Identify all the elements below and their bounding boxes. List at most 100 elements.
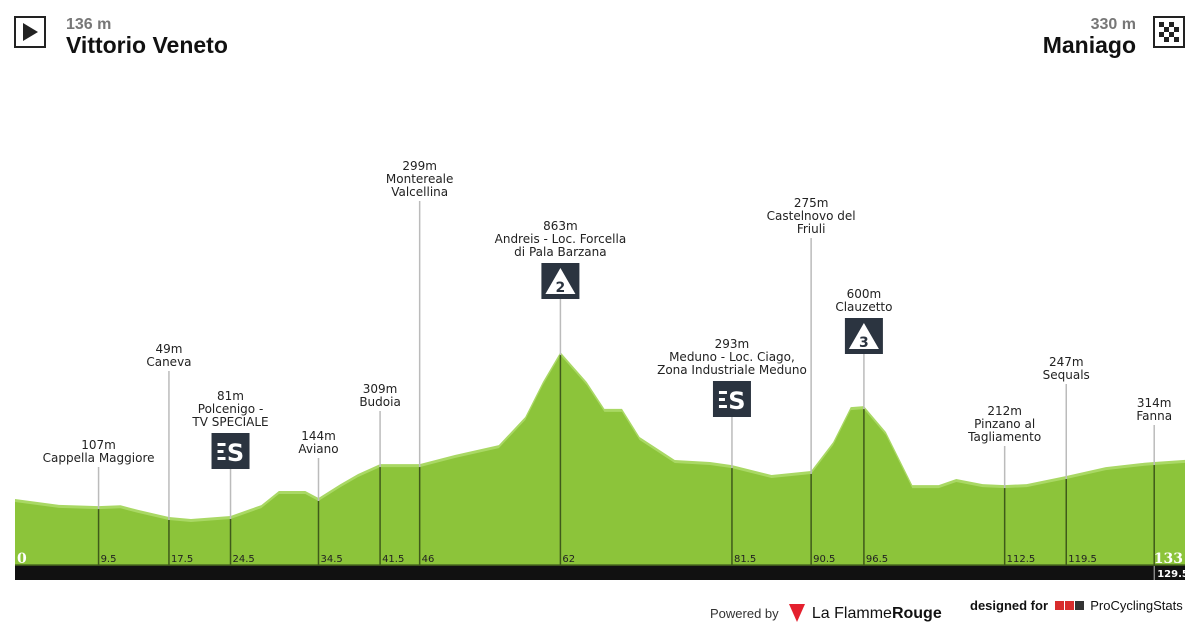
category-number: 3 [859,335,869,351]
marker-name: Pinzano al [974,417,1035,431]
marker-elevation: 247m [1049,355,1084,369]
axis-bar [15,565,1185,580]
flamme-rouge-logo-icon [789,604,806,622]
km-label: 62 [562,554,575,565]
start-city: Vittorio Veneto [66,32,228,58]
km-label: 96.5 [866,554,888,565]
designed-for: designed for ProCyclingStats [970,598,1183,613]
marker-name: Meduno - Loc. Ciago, [669,350,795,364]
sprint-stripe [217,443,226,446]
powered-by-label: Powered by [710,606,779,621]
km-label: 119.5 [1068,554,1097,565]
designed-for-label: designed for [970,598,1049,613]
marker-elevation: 293m [715,337,750,351]
marker-elevation: 144m [301,429,336,443]
km-label: 17.5 [171,554,193,565]
checker-square [1169,22,1174,27]
marker-name: Montereale [386,172,454,186]
marker-name: Polcenigo - [198,402,264,416]
finish-km-label: 133 [1154,551,1183,567]
sprint-letter: S [227,439,244,467]
km-label: 112.5 [1007,554,1036,565]
marker-elevation: 81m [217,389,244,403]
marker-elevation: 275m [794,196,829,210]
finish-info: 330 m Maniago [1043,16,1136,59]
km-label: 81.5 [734,554,756,565]
play-icon [23,23,38,41]
marker-elevation: 600m [847,287,882,301]
sprint-stripe [718,398,725,401]
checker-square [1159,22,1164,27]
km-label: 90.5 [813,554,835,565]
marker-name: Aviano [298,442,338,456]
elevation-profile [15,355,1185,565]
remaining-km-label: 129.5 [1157,569,1189,580]
sprint-letter: S [728,387,745,415]
marker-name: Valcellina [391,185,448,199]
start-flag [14,16,46,48]
marker-name: Fanna [1136,409,1172,423]
marker-name: Clauzetto [835,300,892,314]
marker-elevation: 212m [987,404,1022,418]
marker-elevation: 309m [363,382,398,396]
mountain-triangle [848,323,879,349]
marker-name: TV SPECIALE [191,415,268,429]
finish-altitude: 330 m [1090,16,1136,33]
marker-name: Caneva [146,355,191,369]
pcs-logo-icon [1054,598,1084,613]
marker-name: di Pala Barzana [514,245,606,259]
km-label: 34.5 [320,554,342,565]
marker-name: Budoia [359,395,400,409]
marker-name: Tagliamento [967,430,1041,444]
km-label: 24.5 [233,554,255,565]
lfr-text: La Flamme [811,605,892,622]
finish-city: Maniago [1042,32,1136,58]
marker-name: Friuli [797,222,826,236]
checker-square [1174,27,1179,32]
checker-square [1169,32,1174,37]
pcs-text: ProCyclingStats [1090,598,1183,613]
km-label: 46 [422,554,435,565]
marker-name: Zona Industriale Meduno [657,363,807,377]
checker-square [1164,37,1169,42]
category-number: 2 [556,280,566,296]
mountain-triangle [545,268,576,294]
checker-square [1159,32,1164,37]
sprint-stripe [217,457,226,460]
km-label: 41.5 [382,554,404,565]
marker-name: Sequals [1043,368,1090,382]
marker-elevation: 314m [1137,396,1172,410]
marker-name: Andreis - Loc. Forcella [495,232,627,246]
sprint-stripe [217,450,224,453]
marker-elevation: 863m [543,219,578,233]
lfr-bold-text: Rouge [891,605,942,622]
powered-by: Powered by La FlammeRouge [710,598,942,623]
checker-square [1164,27,1169,32]
start-info: 136 m Vittorio Veneto [66,16,228,59]
sprint-stripe [718,405,727,408]
marker-elevation: 107m [81,438,116,452]
checkered-flag-icon [1159,22,1179,42]
marker-name: Cappella Maggiore [43,451,155,465]
marker-elevation: 49m [155,342,182,356]
marker-elevation: 299m [402,159,437,173]
finish-flag [1153,16,1185,48]
start-altitude: 136 m [66,16,112,33]
marker-name: Castelnovo del [767,209,856,223]
km-label: 9.5 [101,554,117,565]
sprint-stripe [718,391,727,394]
